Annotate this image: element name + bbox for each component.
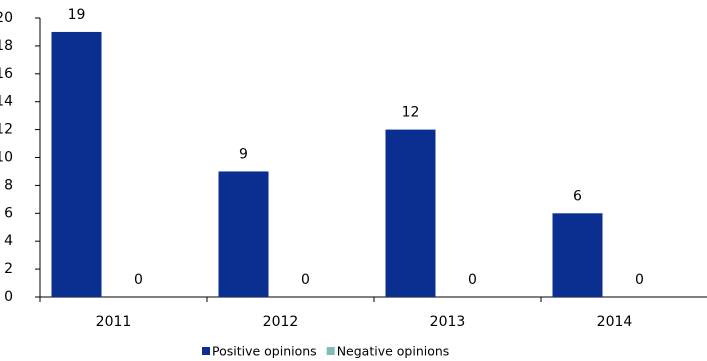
legend-swatch xyxy=(202,347,210,355)
bar xyxy=(218,171,269,297)
value-label: 6 xyxy=(573,188,582,204)
value-label: 0 xyxy=(468,272,477,288)
y-tick-label: 18 xyxy=(0,38,13,54)
bar xyxy=(385,129,436,297)
bar xyxy=(51,31,102,297)
legend-label: Positive opinions xyxy=(212,344,317,359)
legend-swatch xyxy=(326,347,335,355)
value-label: 0 xyxy=(134,272,143,288)
y-tick-label: 2 xyxy=(4,261,13,277)
value-label: 19 xyxy=(68,7,86,23)
bar xyxy=(552,213,603,297)
y-tick-label: 16 xyxy=(0,66,13,82)
value-label: 0 xyxy=(301,272,310,288)
y-tick-label: 8 xyxy=(4,177,13,193)
value-label: 0 xyxy=(635,272,644,288)
x-tick-label: 2012 xyxy=(263,314,299,330)
value-label: 12 xyxy=(402,105,420,121)
y-tick-label: 10 xyxy=(0,150,13,166)
value-label: 9 xyxy=(239,146,248,162)
y-tick-label: 20 xyxy=(0,10,13,26)
x-tick-label: 2013 xyxy=(430,314,466,330)
y-tick-label: 12 xyxy=(0,122,13,138)
y-tick-label: 0 xyxy=(4,289,13,305)
x-tick-label: 2011 xyxy=(96,314,132,330)
legend-label: Negative opinions xyxy=(337,344,450,359)
y-tick-label: 14 xyxy=(0,94,13,110)
x-tick-label: 2014 xyxy=(597,314,633,330)
y-tick-label: 6 xyxy=(4,205,13,221)
y-tick-label: 4 xyxy=(4,233,13,249)
